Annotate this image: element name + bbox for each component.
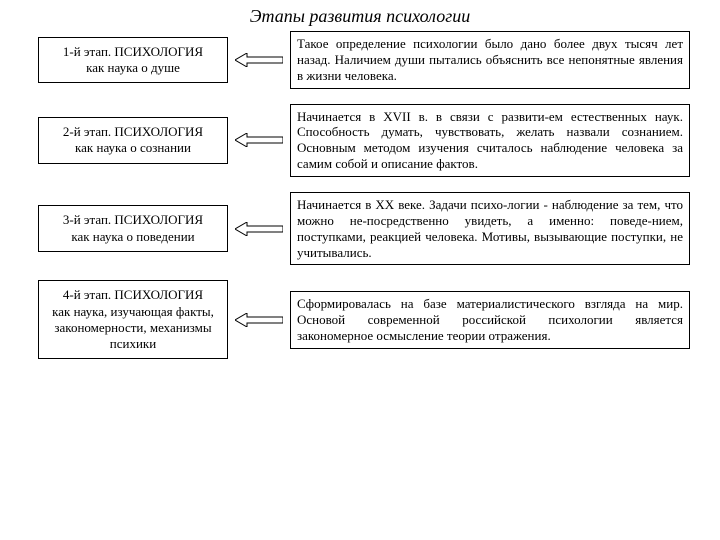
stage-rows: 1-й этап. ПСИХОЛОГИЯ как наука о душе Та… — [0, 31, 720, 359]
stage-box-2: 2-й этап. ПСИХОЛОГИЯ как наука о сознани… — [38, 117, 228, 164]
stage-row: 1-й этап. ПСИХОЛОГИЯ как наука о душе Та… — [38, 31, 690, 89]
stage-row: 3-й этап. ПСИХОЛОГИЯ как наука о поведен… — [38, 192, 690, 265]
arrow-left-icon — [235, 133, 283, 147]
arrow-col — [228, 133, 290, 147]
arrow-left-icon — [235, 222, 283, 236]
stage-desc-4: Сформировалась на базе материалистическо… — [290, 291, 690, 349]
stage-keyword: ПСИХОЛОГИЯ — [114, 212, 203, 227]
stage-num: 3-й этап. — [63, 212, 111, 227]
arrow-col — [228, 53, 290, 67]
arrow-left-icon — [235, 53, 283, 67]
stage-box-3: 3-й этап. ПСИХОЛОГИЯ как наука о поведен… — [38, 205, 228, 252]
stage-num: 2-й этап. — [63, 124, 111, 139]
arrow-col — [228, 222, 290, 236]
stage-row: 2-й этап. ПСИХОЛОГИЯ как наука о сознани… — [38, 104, 690, 177]
arrow-col — [228, 313, 290, 327]
stage-keyword: ПСИХОЛОГИЯ — [114, 287, 203, 302]
stage-box-4: 4-й этап. ПСИХОЛОГИЯ как наука, изучающа… — [38, 280, 228, 359]
stage-keyword: ПСИХОЛОГИЯ — [114, 124, 203, 139]
diagram-title: Этапы развития психологии — [0, 0, 720, 31]
stage-desc-2: Начинается в XVII в. в связи с развити-е… — [290, 104, 690, 177]
stage-subtitle: как наука о сознании — [45, 140, 221, 156]
stage-desc-1: Такое определение психологии было дано б… — [290, 31, 690, 89]
stage-box-1: 1-й этап. ПСИХОЛОГИЯ как наука о душе — [38, 37, 228, 84]
stage-subtitle: как наука, изучающая факты, закономернос… — [45, 304, 221, 353]
stage-num: 4-й этап. — [63, 287, 111, 302]
stage-desc-3: Начинается в XX веке. Задачи психо-логии… — [290, 192, 690, 265]
stage-num: 1-й этап. — [63, 44, 111, 59]
stage-keyword: ПСИХОЛОГИЯ — [114, 44, 203, 59]
stage-subtitle: как наука о душе — [45, 60, 221, 76]
arrow-left-icon — [235, 313, 283, 327]
stage-row: 4-й этап. ПСИХОЛОГИЯ как наука, изучающа… — [38, 280, 690, 359]
stage-subtitle: как наука о поведении — [45, 229, 221, 245]
